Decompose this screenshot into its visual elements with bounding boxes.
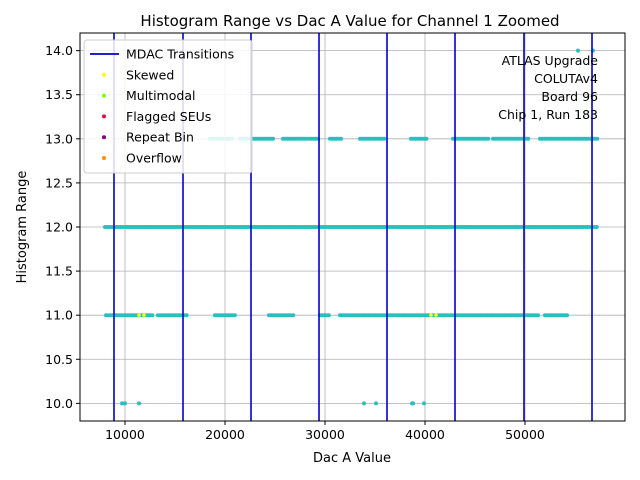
skewed-point [429, 313, 433, 317]
annotation-block: ATLAS Upgrade COLUTAv4 Board 96 Chip 1, Run… [498, 53, 598, 122]
highlight-points [137, 313, 438, 317]
annotation-line: ATLAS Upgrade [502, 53, 599, 68]
data-point [411, 401, 415, 406]
legend-label: Skewed [126, 67, 174, 82]
legend-label: Multimodal [126, 88, 195, 103]
legend-dot-swatch [102, 72, 106, 77]
y-tick-label: 11.5 [45, 264, 73, 279]
annotation-line: COLUTAv4 [534, 71, 598, 86]
skewed-point [137, 313, 141, 317]
annotation-line: Board 96 [541, 89, 598, 104]
x-tick-label: 30000 [305, 427, 345, 442]
y-tick-label: 14.0 [45, 43, 73, 58]
data-point [184, 313, 189, 318]
legend-dot-swatch [102, 114, 106, 119]
y-tick-label: 10.0 [45, 396, 73, 411]
x-tick-label: 40000 [405, 427, 445, 442]
data-point [123, 401, 127, 406]
annotation-line: Chip 1, Run 183 [498, 107, 598, 122]
data-point [150, 313, 155, 318]
y-axis-label: Histogram Range [15, 171, 30, 284]
legend-dot-swatch [102, 156, 106, 160]
x-axis-label: Dac A Value [313, 451, 391, 466]
data-point [422, 401, 426, 406]
y-tick-label: 12.5 [45, 175, 73, 190]
legend-dot-swatch [102, 93, 106, 98]
data-point [594, 225, 599, 229]
legend-label: Repeat Bin [126, 130, 194, 145]
y-tick-label: 10.5 [45, 352, 73, 367]
y-tick-label: 13.5 [45, 87, 73, 102]
y-tick-label: 12.0 [45, 220, 73, 235]
x-axis-ticks: 10000 20000 30000 40000 50000 [105, 421, 545, 442]
chart-title: Histogram Range vs Dac A Value for Chann… [140, 12, 559, 30]
data-point [362, 401, 366, 406]
data-point [565, 313, 569, 318]
data-point [326, 313, 331, 318]
data-point [291, 313, 296, 318]
data-point [486, 136, 491, 141]
x-tick-label: 10000 [105, 427, 145, 442]
data-point [137, 401, 141, 406]
data-point [536, 313, 540, 318]
data-point [595, 136, 600, 141]
legend-label: Flagged SEUs [126, 109, 211, 124]
y-tick-label: 11.0 [45, 308, 73, 323]
legend-box [83, 39, 253, 174]
data-point [576, 48, 580, 53]
legend-label: Overflow [126, 151, 182, 166]
data-point [232, 313, 237, 318]
legend-dot-swatch [102, 135, 106, 140]
data-point [271, 136, 275, 141]
y-axis-ticks: 10.0 10.5 11.0 11.5 12.0 12.5 13.0 13.5 14.0 [45, 43, 80, 411]
x-tick-label: 20000 [205, 427, 245, 442]
legend-label: MDAC Transitions [126, 47, 234, 62]
skewed-point [434, 313, 438, 317]
skewed-point [142, 313, 146, 317]
data-point [526, 136, 531, 141]
data-point [424, 136, 429, 141]
data-point [339, 136, 343, 141]
x-tick-label: 50000 [505, 427, 545, 442]
data-point [374, 401, 378, 406]
data-point [382, 136, 387, 141]
legend: MDAC Transitions Skewed Multimodal Flagged … [83, 39, 253, 174]
y-tick-label: 13.0 [45, 131, 73, 146]
